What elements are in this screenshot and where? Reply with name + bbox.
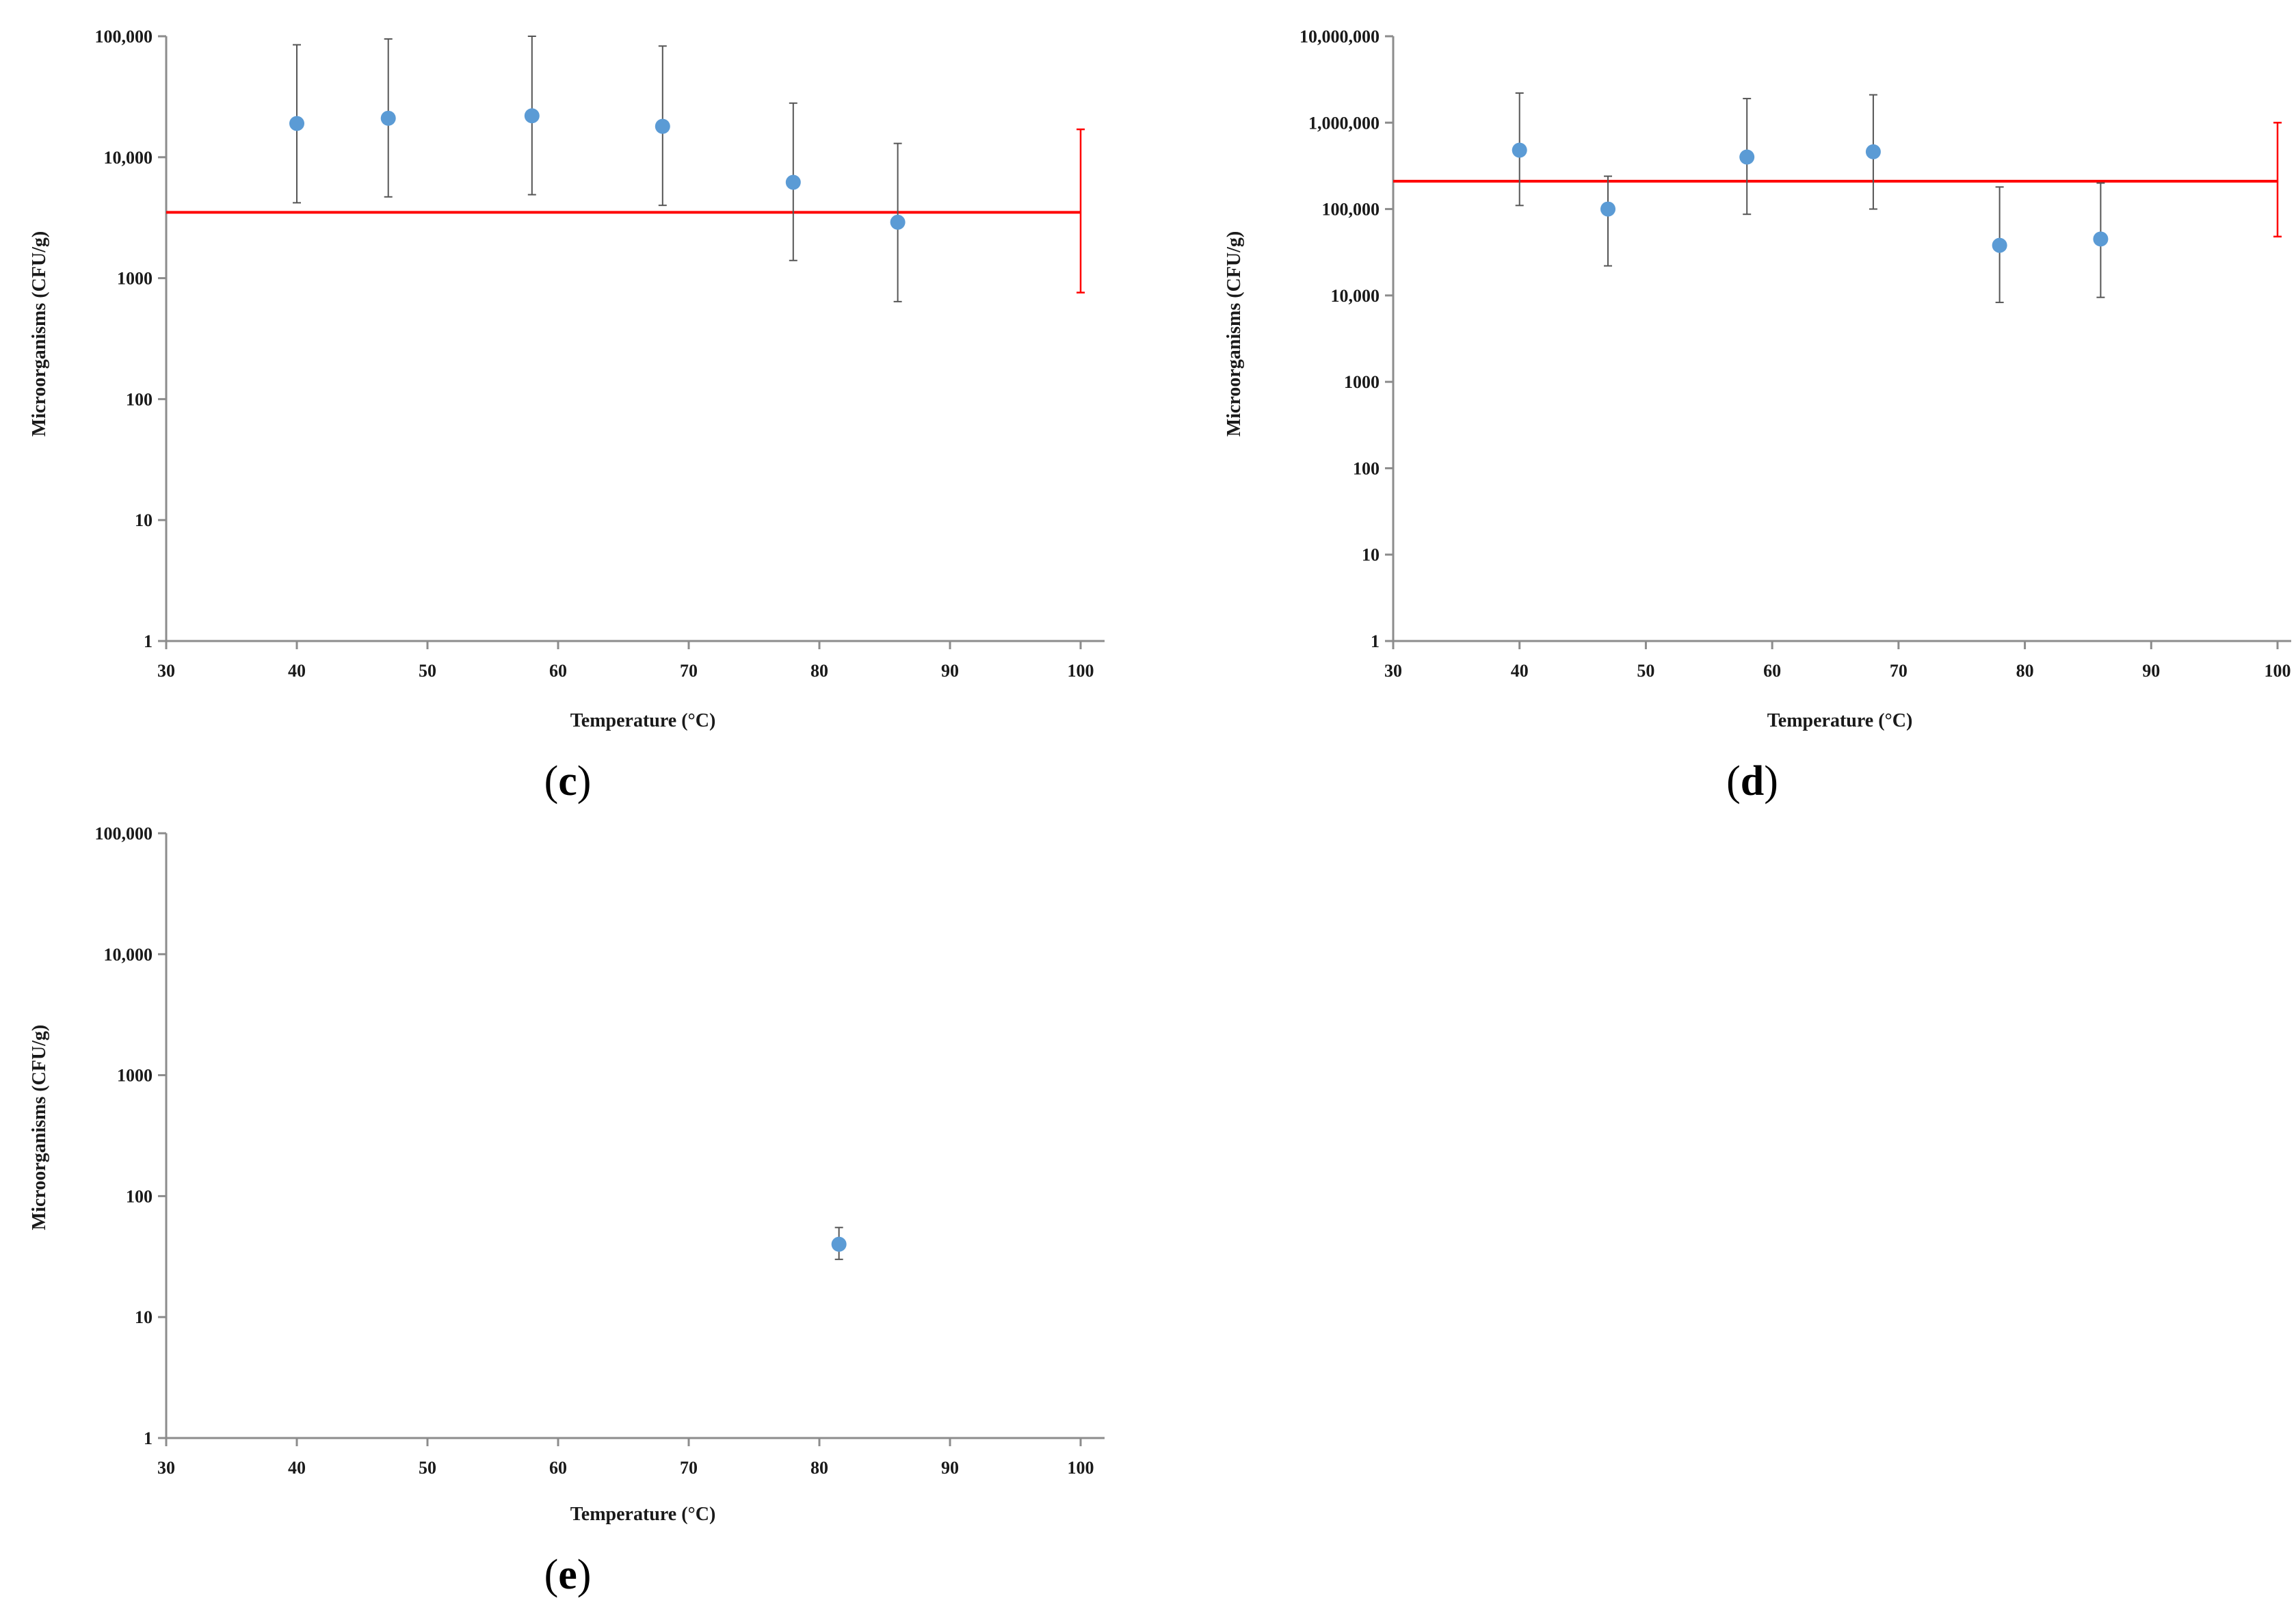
data-point bbox=[1600, 201, 1616, 217]
data-point bbox=[1865, 144, 1881, 159]
x-tick-label: 30 bbox=[1384, 661, 1402, 681]
y-tick-label: 10,000,000 bbox=[1299, 27, 1380, 47]
x-axis-title: Temperature (°C) bbox=[570, 710, 716, 731]
y-tick-label: 100 bbox=[126, 1186, 153, 1206]
y-tick-label: 10,000 bbox=[104, 148, 153, 168]
y-tick-label: 10,000 bbox=[104, 945, 153, 965]
y-tick-label: 1000 bbox=[117, 269, 153, 289]
y-axis-title: Microorganisms (CFU/g) bbox=[29, 1025, 50, 1230]
y-tick-label: 1 bbox=[1371, 631, 1380, 651]
y-tick-label: 100,000 bbox=[95, 27, 153, 47]
x-tick-label: 80 bbox=[2016, 661, 2034, 681]
x-tick-label: 90 bbox=[941, 661, 959, 681]
x-tick-label: 30 bbox=[157, 1458, 175, 1478]
y-tick-label: 1 bbox=[144, 631, 153, 651]
data-point bbox=[785, 174, 801, 190]
panel-label-c: (c) bbox=[544, 758, 592, 805]
x-tick-label: 50 bbox=[419, 1458, 436, 1478]
x-tick-label: 40 bbox=[1511, 661, 1529, 681]
x-tick-label: 40 bbox=[288, 1458, 306, 1478]
chart-d: 1 10 100 1000 10,000 100,000 1,000,000 10,000,0… bbox=[1224, 27, 2291, 805]
data-point bbox=[524, 108, 540, 124]
x-tick-label: 40 bbox=[288, 661, 306, 681]
y-tick-label: 10 bbox=[135, 1307, 153, 1327]
y-tick-label: 100,000 bbox=[95, 824, 153, 844]
y-tick-label: 10,000 bbox=[1331, 286, 1380, 306]
y-tick-label: 1,000,000 bbox=[1308, 113, 1380, 133]
x-tick-label: 90 bbox=[941, 1458, 959, 1478]
data-point bbox=[1512, 142, 1527, 158]
data-point bbox=[655, 118, 670, 134]
x-tick-label: 50 bbox=[419, 661, 436, 681]
chart-panel-d: 1 10 100 1000 10,000 100,000 1,000,000 10,000,0… bbox=[1163, 0, 2291, 807]
x-axis-title: Temperature (°C) bbox=[1767, 710, 1913, 731]
x-tick-label: 100 bbox=[2265, 661, 2291, 681]
x-tick-label: 100 bbox=[1068, 661, 1094, 681]
data-point bbox=[380, 110, 396, 126]
y-tick-label: 1000 bbox=[117, 1066, 153, 1086]
y-tick-label: 10 bbox=[1362, 545, 1380, 565]
x-tick-label: 50 bbox=[1637, 661, 1654, 681]
data-point bbox=[890, 214, 906, 230]
y-axis-title: Microorganisms (CFU/g) bbox=[1224, 231, 1245, 436]
x-tick-label: 60 bbox=[549, 1458, 567, 1478]
chart-panel-c: 1 10 100 1000 10,000 100,000 30 40 50 60 70 80 90 100… bbox=[0, 0, 1122, 807]
y-tick-label: 1000 bbox=[1344, 372, 1380, 392]
y-axis-title: Microorganisms (CFU/g) bbox=[29, 231, 50, 436]
x-tick-label: 100 bbox=[1068, 1458, 1094, 1478]
x-tick-label: 70 bbox=[680, 1458, 698, 1478]
chart-panel-e: 1 10 100 1000 10,000 100,000 30 40 50 60 70 80 90 100… bbox=[0, 794, 1122, 1615]
x-tick-label: 30 bbox=[157, 661, 175, 681]
x-tick-label: 70 bbox=[680, 661, 698, 681]
y-tick-label: 10 bbox=[135, 510, 153, 530]
panel-label-d: (d) bbox=[1726, 758, 1778, 805]
x-tick-label: 60 bbox=[1763, 661, 1781, 681]
data-point bbox=[1992, 237, 2007, 253]
y-tick-label: 100 bbox=[1353, 458, 1380, 478]
x-tick-label: 60 bbox=[549, 661, 567, 681]
chart-e: 1 10 100 1000 10,000 100,000 30 40 50 60 70 80 90 100… bbox=[29, 824, 1105, 1598]
x-axis-title: Temperature (°C) bbox=[570, 1504, 716, 1525]
data-point bbox=[289, 116, 304, 131]
x-tick-label: 80 bbox=[810, 1458, 828, 1478]
chart-c: 1 10 100 1000 10,000 100,000 30 40 50 60 70 80 90 100… bbox=[29, 27, 1105, 805]
data-point bbox=[1739, 149, 1755, 165]
y-tick-label: 100 bbox=[126, 389, 153, 409]
data-point bbox=[2093, 231, 2109, 247]
x-tick-label: 90 bbox=[2142, 661, 2160, 681]
panel-label-e: (e) bbox=[544, 1552, 592, 1598]
data-point bbox=[831, 1236, 847, 1252]
y-tick-label: 100,000 bbox=[1322, 200, 1380, 220]
x-tick-label: 70 bbox=[1890, 661, 1908, 681]
y-tick-label: 1 bbox=[144, 1428, 153, 1448]
x-tick-label: 80 bbox=[810, 661, 828, 681]
